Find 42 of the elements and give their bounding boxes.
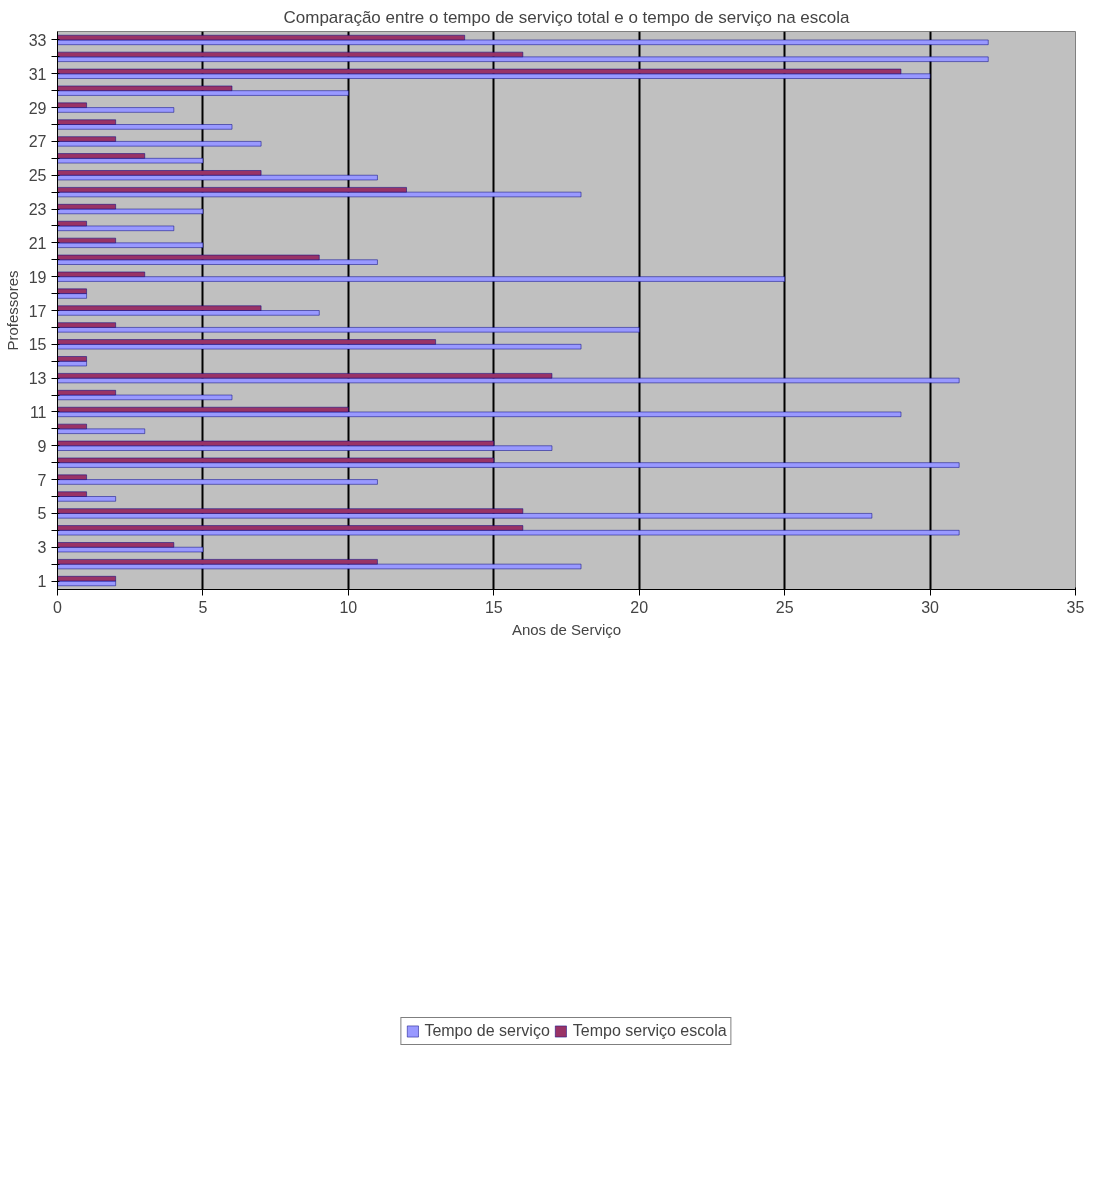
y-tick-label: 19	[28, 268, 47, 286]
y-axis-title: Professores	[3, 270, 21, 351]
y-tick-label: 15	[28, 336, 47, 354]
y-tick-label: 27	[28, 133, 47, 151]
bar	[57, 174, 378, 181]
bar	[57, 576, 116, 582]
bar	[57, 225, 175, 231]
x-tick-label: 0	[53, 598, 63, 616]
bar	[57, 394, 233, 401]
y-tick-label: 13	[28, 370, 47, 388]
x-tick-label: 30	[921, 598, 940, 616]
y-tick-label: 33	[28, 31, 47, 49]
x-tick-label: 25	[775, 598, 794, 616]
x-tick-label: 5	[198, 598, 208, 616]
legend-label: Tempo serviço escola	[572, 1021, 727, 1040]
y-tick-label: 9	[37, 437, 47, 455]
legend-label: Tempo de serviço	[424, 1021, 550, 1040]
y-tick-label: 25	[28, 167, 47, 185]
x-tick-label: 35	[1066, 598, 1085, 616]
y-tick-label: 5	[37, 505, 47, 523]
x-tick-label: 20	[630, 598, 649, 616]
bar	[57, 411, 902, 417]
y-tick-label: 11	[29, 403, 47, 421]
x-axis-title: Anos de Serviço	[511, 620, 622, 638]
bar	[57, 191, 582, 198]
y-tick-label: 3	[37, 539, 47, 557]
x-tick-label: 10	[339, 598, 358, 616]
y-tick-label: 23	[28, 201, 47, 219]
bar	[57, 208, 204, 215]
y-tick-label: 17	[28, 302, 47, 320]
x-tick-label: 15	[484, 598, 503, 616]
bar	[57, 360, 87, 367]
chart-title: Comparação entre o tempo de serviço total e o tempo de serviço na escola	[283, 7, 851, 27]
y-tick-label: 31	[28, 65, 47, 83]
bar	[57, 39, 989, 45]
y-tick-label: 21	[28, 234, 47, 252]
y-tick-label: 29	[28, 99, 47, 117]
bar	[57, 546, 204, 553]
y-tick-label: 7	[37, 471, 47, 489]
bar	[57, 563, 582, 570]
y-tick-label: 1	[37, 573, 47, 591]
bar	[57, 377, 960, 384]
